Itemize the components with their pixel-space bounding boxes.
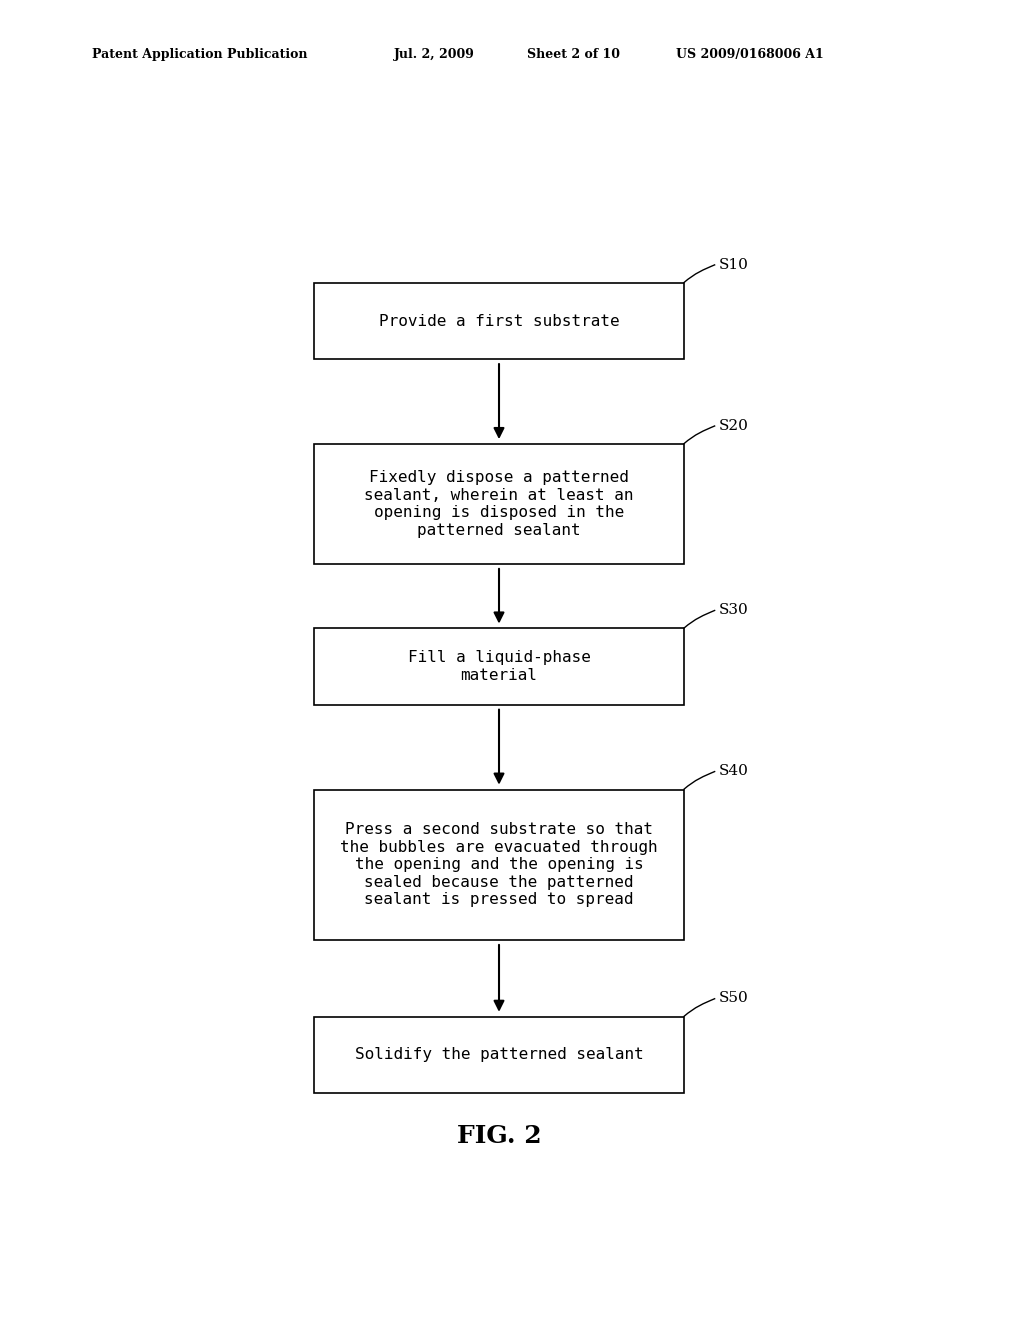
- Text: S30: S30: [719, 603, 749, 618]
- Text: US 2009/0168006 A1: US 2009/0168006 A1: [676, 48, 823, 61]
- Text: Fill a liquid-phase
material: Fill a liquid-phase material: [408, 651, 591, 682]
- Text: Press a second substrate so that
the bubbles are evacuated through
the opening a: Press a second substrate so that the bub…: [340, 822, 657, 907]
- Text: Patent Application Publication: Patent Application Publication: [92, 48, 307, 61]
- Text: Fixedly dispose a patterned
sealant, wherein at least an
opening is disposed in : Fixedly dispose a patterned sealant, whe…: [365, 470, 634, 537]
- Text: S10: S10: [719, 257, 750, 272]
- Text: Provide a first substrate: Provide a first substrate: [379, 314, 620, 329]
- Text: S40: S40: [719, 764, 750, 779]
- Text: FIG. 2: FIG. 2: [457, 1125, 542, 1148]
- Bar: [314, 282, 684, 359]
- Text: Solidify the patterned sealant: Solidify the patterned sealant: [354, 1047, 643, 1063]
- Bar: [314, 444, 684, 564]
- Text: Jul. 2, 2009: Jul. 2, 2009: [394, 48, 475, 61]
- Bar: [314, 789, 684, 940]
- Bar: [314, 1016, 684, 1093]
- Text: S50: S50: [719, 991, 749, 1006]
- Bar: [314, 628, 684, 705]
- Text: Sheet 2 of 10: Sheet 2 of 10: [527, 48, 621, 61]
- Text: S20: S20: [719, 418, 750, 433]
